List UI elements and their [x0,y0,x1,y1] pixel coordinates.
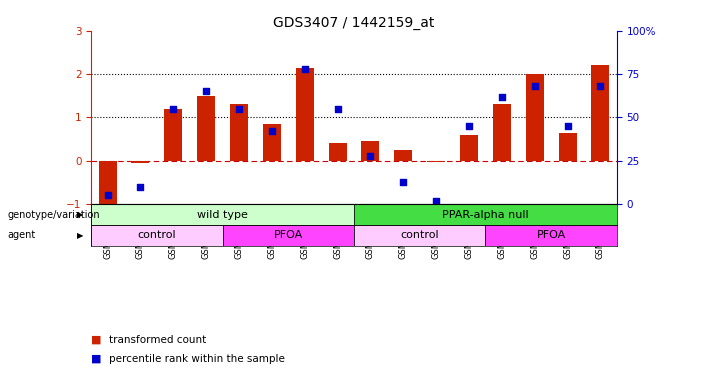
Bar [99,161,116,204]
Point [299,66,311,72]
Bar [592,65,609,161]
Bar [91,225,223,246]
Text: wild type: wild type [197,210,248,220]
Bar [329,142,346,161]
Text: control: control [137,230,176,240]
Text: transformed count: transformed count [109,335,206,345]
Bar [131,161,149,163]
Point [529,83,540,89]
Text: control: control [400,230,439,240]
Point [463,123,475,129]
Text: ▶: ▶ [77,231,84,240]
Bar [394,150,412,161]
Text: ■: ■ [91,335,105,345]
Bar [230,104,248,161]
Point [233,106,245,112]
Text: ■: ■ [91,354,105,364]
Point [200,88,212,94]
Text: percentile rank within the sample: percentile rank within the sample [109,354,285,364]
Text: PPAR-alpha null: PPAR-alpha null [442,210,529,220]
Bar [559,132,577,161]
Point [266,128,278,134]
Point [562,123,573,129]
Point [595,83,606,89]
Bar [296,68,314,161]
Bar [263,124,281,161]
Point [332,106,343,112]
Point [102,192,113,199]
Text: ▶: ▶ [77,210,84,219]
Text: PFOA: PFOA [273,230,303,240]
Text: agent: agent [7,230,35,240]
Point [365,152,376,159]
Bar [485,225,617,246]
Point [430,198,442,204]
Bar [164,109,182,161]
Bar [223,225,354,246]
Bar [427,161,445,162]
Bar [362,141,379,161]
Point [496,94,508,100]
Bar [354,225,485,246]
Bar [197,96,215,161]
Bar [354,204,617,225]
Point [397,179,409,185]
Point [168,106,179,112]
Bar [460,135,478,161]
Title: GDS3407 / 1442159_at: GDS3407 / 1442159_at [273,16,435,30]
Text: genotype/variation: genotype/variation [7,210,100,220]
Point [135,184,146,190]
Bar [91,204,354,225]
Bar [493,104,511,161]
Bar [526,74,544,161]
Text: PFOA: PFOA [536,230,566,240]
